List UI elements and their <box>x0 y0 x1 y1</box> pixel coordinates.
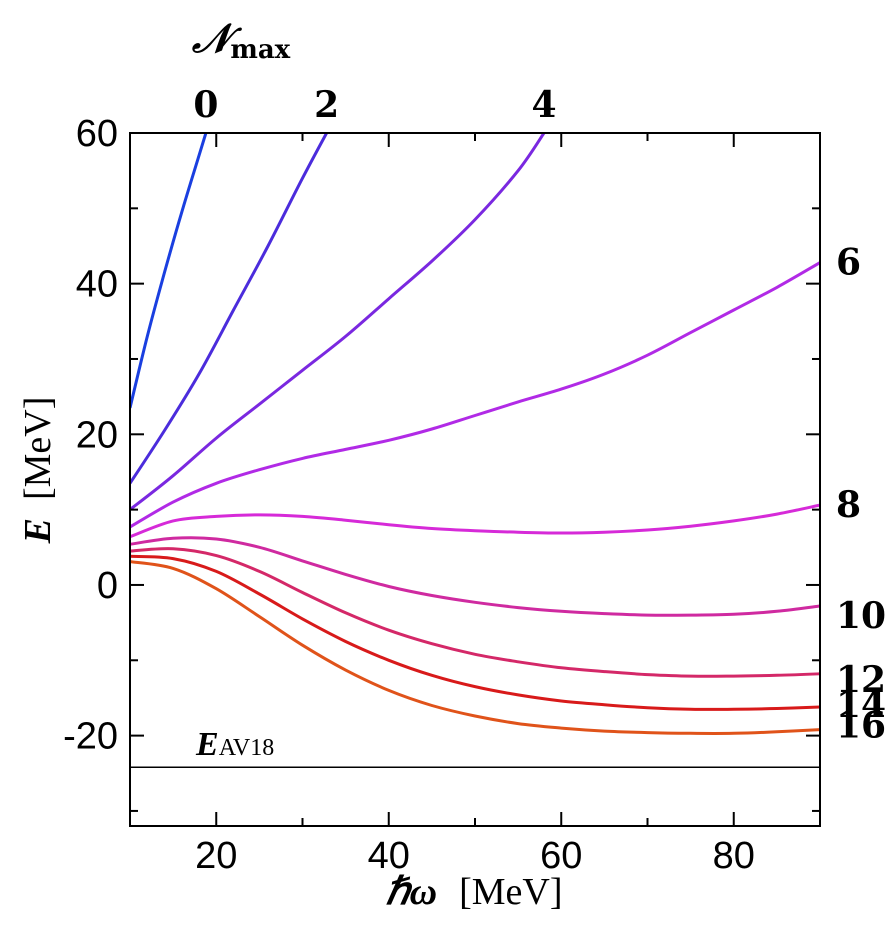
series-line-nmax-10 <box>130 536 820 617</box>
x-tick-label: 60 <box>540 835 582 877</box>
y-tick-label: 60 <box>76 113 118 155</box>
x-axis-title: ℏω [MeV] <box>386 871 563 913</box>
top-axis-title: 𝒩max <box>191 15 291 65</box>
series-label-nmax-6: 6 <box>836 242 861 284</box>
x-tick-label: 40 <box>368 835 410 877</box>
series-curves <box>130 133 820 735</box>
x-tick-label: 20 <box>195 835 237 877</box>
series-line-nmax-16 <box>130 560 820 735</box>
y-tick-label: 20 <box>76 414 118 456</box>
reference-line-label: EAV18 <box>195 726 274 763</box>
series-label-nmax-2: 2 <box>314 84 339 126</box>
y-tick-label: 0 <box>97 565 118 607</box>
series-label-nmax-14: 14 <box>836 684 886 726</box>
x-axis-ticks: 20 40 60 80 <box>129 133 821 877</box>
y-axis-ticks: 60 40 20 0 -20 <box>63 113 820 812</box>
series-line-nmax-2 <box>130 133 328 485</box>
series-label-nmax-8: 8 <box>836 484 861 526</box>
series-label-nmax-10: 10 <box>836 595 886 637</box>
series-label-nmax-12: 12 <box>836 659 886 701</box>
y-tick-label: -20 <box>63 716 118 758</box>
series-label-nmax-16: 16 <box>836 705 886 747</box>
series-line-nmax-4 <box>130 133 546 511</box>
y-tick-label: 40 <box>76 264 118 306</box>
y-axis-title: E[MeV] <box>17 397 59 545</box>
series-line-nmax-8 <box>130 503 820 539</box>
series-line-nmax-6 <box>130 261 820 529</box>
series-line-nmax-0 <box>130 133 208 409</box>
series-line-nmax-14 <box>130 554 820 711</box>
plot-frame <box>129 132 821 827</box>
x-tick-label: 80 <box>713 835 755 877</box>
series-line-nmax-12 <box>130 547 820 678</box>
series-label-nmax-4: 4 <box>531 84 556 126</box>
series-label-nmax-0: 0 <box>193 84 218 126</box>
